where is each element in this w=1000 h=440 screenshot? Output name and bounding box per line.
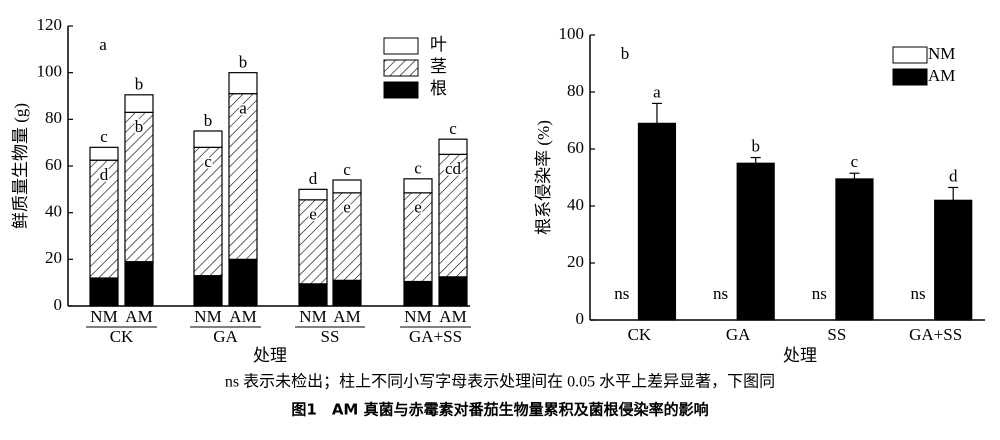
legend-label: 根 — [430, 79, 447, 98]
y-tick-label: 20 — [567, 252, 584, 271]
legend-swatch — [383, 37, 419, 55]
significance-letter: c — [100, 127, 108, 146]
legend-label: 茎 — [430, 57, 447, 76]
bar-segment — [228, 93, 258, 260]
y-tick-label: 20 — [45, 248, 62, 267]
bar — [835, 178, 874, 321]
significance-letter: a — [239, 99, 247, 118]
x-tick-label: CK — [628, 325, 652, 344]
group-label: SS — [321, 327, 340, 346]
significance-letter: d — [309, 169, 318, 188]
significance-letter: c — [414, 159, 422, 178]
legend-swatch — [383, 59, 419, 77]
bar-segment — [403, 178, 433, 194]
y-tick-label: 100 — [37, 62, 63, 81]
significance-letter: cd — [445, 159, 462, 178]
x-tick-label: NM — [194, 307, 221, 326]
legend-swatch — [892, 68, 928, 86]
y-tick-label: 120 — [37, 15, 63, 34]
significance-letter: b — [239, 53, 248, 72]
value-label: ns — [614, 284, 629, 303]
bar-segment — [89, 159, 119, 279]
x-tick-label: NM — [90, 307, 117, 326]
legend-swatch — [892, 46, 928, 64]
group-label: CK — [110, 327, 134, 346]
y-tick-label: 80 — [45, 108, 62, 127]
legend-label: 叶 — [430, 35, 447, 54]
significance-letter: b — [135, 117, 144, 136]
bar-segment — [298, 199, 328, 285]
group-label: GA — [213, 327, 238, 346]
significance-letter: c — [851, 152, 859, 171]
bar-segment — [438, 153, 468, 278]
legend-label: AM — [928, 66, 955, 85]
bar-segment — [403, 280, 433, 307]
significance-letter: d — [949, 166, 958, 185]
bar-segment — [298, 283, 328, 307]
y-tick-label: 40 — [45, 202, 62, 221]
significance-letter: a — [653, 82, 661, 101]
y-tick-label: 0 — [54, 295, 63, 314]
bar-segment — [438, 276, 468, 307]
x-tick-label: GA — [726, 325, 751, 344]
bar — [637, 122, 677, 321]
y-tick-label: 80 — [567, 81, 584, 100]
bar-segment — [438, 138, 468, 155]
significance-letter: b — [751, 136, 760, 155]
x-tick-label: SS — [827, 325, 846, 344]
value-label: ns — [910, 284, 925, 303]
caption-note: ns 表示未检出；柱上不同小写字母表示处理间在 0.05 水平上差异显著，下图同 — [225, 373, 775, 391]
y-tick-label: 0 — [576, 309, 585, 328]
bar-segment — [298, 188, 328, 201]
bar-segment — [228, 258, 258, 307]
y-axis-title: 根系侵染率 (%) — [534, 120, 553, 235]
legend-swatch — [383, 81, 419, 99]
bar-segment — [193, 275, 223, 307]
significance-letter: c — [343, 160, 351, 179]
group-label: GA+SS — [409, 327, 462, 346]
y-axis-title: 鲜质量生物量 (g) — [11, 103, 30, 229]
x-tick-label: GA+SS — [909, 325, 962, 344]
y-tick-label: 60 — [45, 155, 62, 174]
significance-letter: d — [100, 165, 109, 184]
x-tick-label: AM — [229, 307, 256, 326]
significance-letter: c — [204, 152, 212, 171]
bar-segment — [193, 130, 223, 148]
legend-label: NM — [928, 44, 955, 63]
significance-letter: c — [449, 119, 457, 138]
significance-letter: e — [414, 198, 422, 217]
x-tick-label: NM — [404, 307, 431, 326]
y-tick-label: 60 — [567, 138, 584, 157]
bar-segment — [89, 277, 119, 307]
bar-segment — [228, 72, 258, 95]
bar-segment — [124, 261, 154, 307]
bar — [934, 199, 973, 321]
bar-segment — [332, 179, 362, 194]
significance-letter: e — [343, 198, 351, 217]
bar-segment — [332, 279, 362, 307]
caption-title: 图1 AM 真菌与赤霉素对番茄生物量累积及菌根侵染率的影响 — [291, 401, 708, 419]
panel-label: a — [99, 35, 107, 54]
bar-segment — [124, 94, 154, 113]
y-tick-label: 40 — [567, 195, 584, 214]
x-axis-title: 处理 — [783, 346, 817, 365]
x-tick-label: AM — [439, 307, 466, 326]
significance-letter: e — [309, 205, 317, 224]
value-label: ns — [713, 284, 728, 303]
significance-letter: b — [135, 75, 144, 94]
bar-segment — [89, 146, 119, 161]
x-tick-label: AM — [333, 307, 360, 326]
bar-segment — [403, 192, 433, 283]
panel-label: b — [621, 44, 630, 63]
y-tick-label: 100 — [559, 24, 585, 43]
x-tick-label: NM — [299, 307, 326, 326]
x-tick-label: AM — [125, 307, 152, 326]
bar — [736, 162, 775, 321]
x-axis-title: 处理 — [253, 346, 287, 365]
significance-letter: b — [204, 111, 213, 130]
bar-segment — [332, 192, 362, 281]
value-label: ns — [812, 284, 827, 303]
